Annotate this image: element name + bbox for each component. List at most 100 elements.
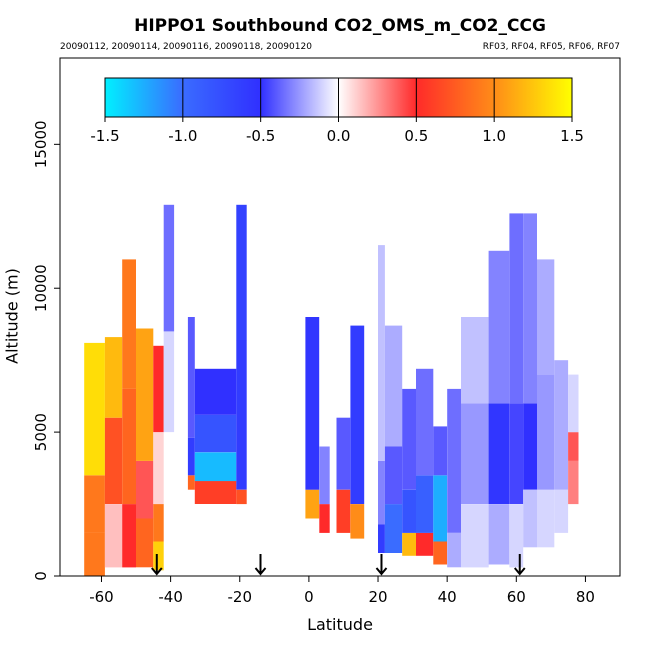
heatmap-cell-20-2 bbox=[488, 250, 510, 404]
heatmap-cell-2-0 bbox=[122, 504, 136, 568]
colorbar-tick-label: -1.5 bbox=[90, 127, 119, 145]
heatmap-cell-22-2 bbox=[523, 213, 537, 404]
plot-frame bbox=[59, 57, 621, 577]
y-tick-label: 15000 bbox=[32, 120, 50, 168]
x-tick-label: 20 bbox=[368, 588, 387, 606]
heatmap-cell-4-3 bbox=[153, 345, 164, 433]
heatmap-cell-18-0 bbox=[447, 532, 461, 568]
heatmap-cell-7-3 bbox=[194, 368, 237, 415]
heatmap-cell-25-1 bbox=[568, 432, 579, 461]
heatmap-cell-10-1 bbox=[319, 446, 330, 505]
heatmap-cell-20-1 bbox=[488, 403, 510, 504]
x-tick-label: 80 bbox=[576, 588, 595, 606]
heatmap-cell-6-0 bbox=[187, 475, 195, 490]
x-axis: -60 -40 -20 0 20 40 60 80 bbox=[89, 576, 595, 606]
colorbar-tick-label: 1.5 bbox=[560, 127, 584, 145]
heatmap-cell-6-2 bbox=[187, 317, 195, 438]
colorbar-tick-label: -1.0 bbox=[168, 127, 197, 145]
colorbar-tick-label: 1.0 bbox=[482, 127, 506, 145]
heatmap-cell-11-1 bbox=[336, 417, 351, 490]
heatmap-cell-13-1 bbox=[378, 460, 385, 525]
heatmap-cell-15-2 bbox=[402, 388, 416, 490]
heatmap-cell-2-1 bbox=[122, 388, 136, 504]
latitude-arrows bbox=[151, 554, 526, 576]
heatmap-cell-16-0 bbox=[416, 532, 434, 556]
heatmap-cell-22-0 bbox=[523, 489, 537, 548]
x-tick-label: 40 bbox=[438, 588, 457, 606]
latitude-arrow bbox=[151, 554, 163, 576]
x-tick-label: -60 bbox=[89, 588, 114, 606]
heatmap-cell-9-0 bbox=[305, 489, 320, 519]
x-axis-label: Latitude bbox=[307, 615, 373, 634]
heatmap-cell-1-0 bbox=[104, 504, 123, 568]
latitude-arrow bbox=[375, 554, 388, 576]
heatmap-cell-3-1 bbox=[136, 460, 154, 519]
latitude-arrow bbox=[513, 554, 526, 576]
heatmap-cell-9-1 bbox=[305, 317, 320, 490]
heatmap-cell-18-1 bbox=[447, 388, 461, 533]
chart-title: HIPPO1 Southbound CO2_OMS_m_CO2_CCG bbox=[134, 16, 546, 36]
heatmap-cell-0-1 bbox=[84, 475, 105, 533]
y-tick-label: 5000 bbox=[32, 413, 50, 451]
heatmap-cell-12-1 bbox=[350, 325, 365, 504]
heatmap-cell-10-0 bbox=[319, 504, 330, 533]
heatmap-cell-22-1 bbox=[523, 403, 537, 490]
heatmap-cell-19-1 bbox=[461, 403, 489, 504]
heatmap-cell-15-1 bbox=[402, 489, 416, 533]
heatmap-cell-13-2 bbox=[378, 245, 385, 461]
colorbar: -1.5 -1.0 -0.5 0.0 0.5 1.0 1.5 bbox=[90, 77, 584, 145]
heatmap-cell-0-0 bbox=[84, 532, 105, 576]
heatmap-cell-8-2 bbox=[236, 204, 247, 341]
heatmap-cell-5-1 bbox=[163, 204, 175, 332]
heatmap-cell-16-2 bbox=[416, 368, 434, 476]
heatmap-cell-24-1 bbox=[554, 360, 569, 490]
heatmap-cell-3-0 bbox=[136, 518, 154, 568]
heatmap-cell-17-1 bbox=[433, 475, 448, 542]
heatmap-cell-1-2 bbox=[104, 337, 123, 418]
heatmap-cell-8-0 bbox=[236, 489, 247, 505]
heatmap-cell-7-0 bbox=[194, 481, 237, 504]
chart-subtitle-flights: RF03, RF04, RF05, RF06, RF07 bbox=[482, 42, 620, 52]
heatmap-cell-17-0 bbox=[433, 541, 448, 565]
x-tick-label: -40 bbox=[158, 588, 183, 606]
heatmap-cell-14-2 bbox=[384, 325, 403, 447]
heatmap-cell-23-2 bbox=[537, 259, 555, 375]
heatmap-cell-7-1 bbox=[194, 452, 237, 482]
heatmap-cell-15-0 bbox=[402, 532, 416, 556]
heatmap-cell-16-1 bbox=[416, 475, 434, 533]
heatmap-cell-19-2 bbox=[461, 317, 489, 404]
colorbar-tick-label: -0.5 bbox=[246, 127, 275, 145]
heatmap-cell-23-1 bbox=[537, 374, 555, 490]
heatmap-cell-6-1 bbox=[187, 437, 195, 476]
y-axis-label: Altitude (m) bbox=[2, 268, 22, 364]
heatmap-cell-2-2 bbox=[122, 259, 136, 389]
heatmap-cell-7-2 bbox=[194, 414, 237, 453]
heatmap-cell-20-0 bbox=[488, 504, 510, 565]
heatmap-cell-11-0 bbox=[336, 489, 351, 533]
heatmap-cell-14-0 bbox=[384, 504, 403, 553]
chart-subtitle-dates: 20090112, 20090114, 20090116, 20090118, … bbox=[60, 42, 312, 52]
heatmap-cell-0-2 bbox=[84, 342, 105, 476]
colorbar-tick-label: 0.0 bbox=[327, 127, 351, 145]
heatmap-cell-23-0 bbox=[537, 489, 555, 548]
heatmap-cell-17-2 bbox=[433, 426, 448, 476]
heatmap-cells bbox=[84, 204, 579, 576]
heatmap-cell-25-0 bbox=[568, 460, 579, 505]
heatmap-cell-24-0 bbox=[554, 489, 569, 533]
heatmap-cell-13-0 bbox=[378, 524, 385, 553]
heatmap-cell-4-0 bbox=[153, 541, 164, 571]
x-tick-label: -20 bbox=[228, 588, 253, 606]
heatmap-cell-4-2 bbox=[153, 432, 164, 504]
heatmap-cell-19-0 bbox=[461, 504, 489, 568]
y-axis: 0 5000 10000 15000 bbox=[32, 120, 60, 581]
heatmap-cell-25-2 bbox=[568, 374, 579, 433]
heatmap-cell-4-1 bbox=[153, 504, 164, 542]
heatmap-cell-21-2 bbox=[509, 213, 524, 404]
x-tick-label: 0 bbox=[304, 588, 314, 606]
colorbar-tick-label: 0.5 bbox=[404, 127, 428, 145]
y-tick-label: 0 bbox=[32, 571, 50, 581]
y-tick-label: 10000 bbox=[32, 264, 50, 312]
heatmap-cell-21-0 bbox=[509, 504, 524, 568]
